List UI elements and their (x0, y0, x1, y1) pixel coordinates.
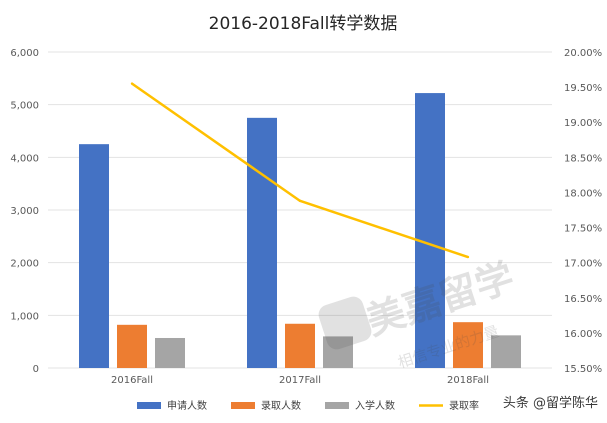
legend-swatch (231, 402, 255, 409)
left-tick-label: 2,000 (10, 259, 39, 270)
bar (247, 117, 277, 368)
right-tick-label: 17.00% (564, 259, 602, 270)
bar (491, 335, 521, 368)
bar (285, 323, 315, 368)
left-axis-ticks: 0 1,000 2,000 3,000 4,000 5,000 6,000 (10, 48, 39, 375)
legend-label: 录取人数 (261, 399, 301, 412)
category-tick-label: 2017Fall (279, 375, 321, 386)
category-axis-ticks: 2016Fall 2017Fall 2018Fall (111, 375, 489, 386)
right-tick-label: 16.00% (564, 329, 602, 340)
legend-label: 入学人数 (355, 399, 395, 412)
legend-label: 申请人数 (167, 399, 207, 412)
category-tick-label: 2016Fall (111, 375, 153, 386)
line-point (298, 199, 302, 203)
category-tick-label: 2018Fall (447, 375, 489, 386)
left-tick-label: 0 (33, 364, 39, 375)
bar (117, 324, 147, 368)
bar (453, 322, 483, 368)
watermark-logo (318, 296, 372, 350)
right-tick-label: 18.50% (564, 153, 602, 164)
bar-series (79, 93, 521, 368)
bar (79, 144, 109, 368)
legend-item: 录取率 (419, 399, 479, 412)
right-tick-label: 17.50% (564, 224, 602, 235)
legend-swatch (325, 402, 349, 409)
left-tick-label: 3,000 (10, 206, 39, 217)
line-point (130, 82, 134, 85)
right-tick-label: 19.50% (564, 83, 602, 94)
left-tick-label: 6,000 (10, 48, 39, 59)
gridlines (48, 51, 552, 369)
line-point (466, 255, 470, 259)
right-tick-label: 15.50% (564, 364, 602, 375)
watermark-credit: 头条 @留学陈华 (503, 395, 598, 411)
right-tick-label: 16.50% (564, 294, 602, 305)
line-series (130, 82, 470, 259)
left-tick-label: 4,000 (10, 153, 39, 164)
left-tick-label: 5,000 (10, 101, 39, 112)
legend-item: 入学人数 (325, 399, 395, 412)
legend-swatch (137, 402, 161, 409)
right-tick-label: 19.00% (564, 118, 602, 129)
right-tick-label: 18.00% (564, 188, 602, 199)
bar (415, 93, 445, 368)
legend-item: 申请人数 (137, 399, 207, 412)
right-axis-ticks: 15.50% 16.00% 16.50% 17.00% 17.50% 18.00% 18.5… (564, 48, 602, 375)
legend-item: 录取人数 (231, 399, 301, 412)
legend: 申请人数 录取人数 入学人数 录取率 (137, 399, 479, 412)
chart-title: 2016-2018Fall转学数据 (209, 14, 398, 34)
bar (323, 336, 353, 368)
left-tick-label: 1,000 (10, 311, 39, 322)
right-tick-label: 20.00% (564, 48, 602, 59)
bar (155, 337, 185, 368)
legend-label: 录取率 (449, 399, 479, 412)
